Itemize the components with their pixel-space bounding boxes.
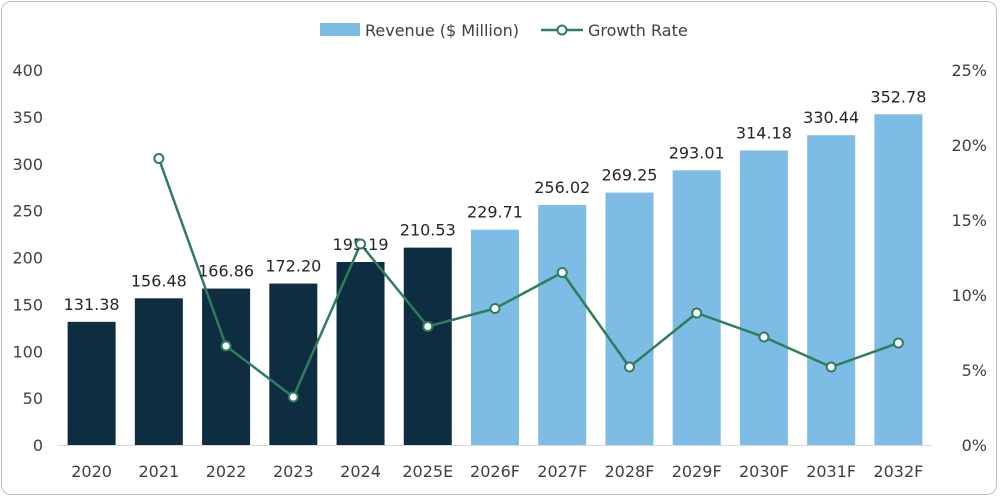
x-axis-tick-label: 2029F [672, 462, 722, 481]
revenue-data-label: 330.44 [803, 108, 859, 127]
right-axis-tick-label: 5% [962, 361, 987, 380]
revenue-data-label: 172.20 [265, 257, 321, 276]
revenue-bar [403, 247, 452, 445]
revenue-data-label: 256.02 [534, 178, 590, 197]
revenue-bar [67, 321, 116, 445]
revenue-bar [739, 150, 788, 446]
growth-rate-point [825, 361, 837, 373]
revenue-bar [134, 298, 183, 445]
growth-rate-point [489, 303, 501, 314]
revenue-data-label: 229.71 [467, 203, 523, 222]
revenue-data-label: 314.18 [736, 123, 792, 142]
left-axis-tick-label: 300 [12, 155, 43, 174]
revenue-bar [336, 262, 385, 445]
growth-rate-point [220, 340, 232, 352]
revenue-data-label: 293.01 [669, 143, 725, 162]
right-axis-tick-label: 25% [951, 61, 987, 80]
revenue-data-label: 269.25 [601, 166, 657, 185]
left-axis-tick-label: 400 [12, 61, 43, 80]
revenue-bar [605, 192, 654, 445]
x-axis-tick-label: 2028F [605, 462, 655, 481]
revenue-bar [538, 204, 587, 445]
x-axis-tick-label: 2021 [138, 462, 179, 481]
x-axis-tick-label: 2024 [340, 462, 381, 481]
growth-rate-point [623, 361, 635, 373]
left-axis-tick-label: 200 [12, 249, 43, 268]
revenue-bar [807, 135, 856, 445]
growth-rate-point [355, 238, 367, 250]
revenue-data-label: 131.38 [64, 295, 120, 314]
left-axis-tick-label: 150 [12, 295, 43, 314]
legend-growth-label: Growth Rate [588, 21, 688, 40]
growth-rate-point [758, 331, 770, 343]
left-axis-tick-label: 350 [12, 108, 43, 127]
left-axis-tick-label: 250 [12, 202, 43, 221]
left-axis-tick-label: 100 [12, 342, 43, 361]
legend-revenue-swatch [320, 23, 360, 36]
revenue-bar [202, 288, 251, 445]
left-axis-tick-label: 0 [33, 436, 43, 455]
x-axis-tick-label: 2031F [806, 462, 856, 481]
growth-rate-point [287, 391, 299, 403]
left-axis-tick-label: 50 [23, 389, 43, 408]
revenue-data-label: 352.78 [870, 87, 926, 106]
revenue-bar [874, 114, 923, 446]
x-axis-tick-label: 2027F [537, 462, 587, 481]
x-axis-tick-label: 2030F [739, 462, 789, 481]
legend-revenue-label: Revenue ($ Million) [365, 21, 519, 40]
revenue-data-label: 166.86 [198, 262, 254, 281]
growth-rate-point [556, 267, 568, 278]
x-axis-tick-label: 2022 [206, 462, 247, 481]
growth-rate-point [892, 337, 904, 349]
right-axis-tick-label: 20% [951, 136, 987, 155]
growth-rate-point [691, 307, 703, 319]
revenue-bar [269, 283, 318, 445]
revenue-bar [471, 229, 519, 445]
growth-rate-line [157, 158, 899, 399]
right-axis-tick-label: 10% [951, 286, 987, 305]
growth-rate-point [422, 321, 434, 332]
right-axis-tick-label: 0% [962, 436, 987, 455]
x-axis-tick-label: 2026F [470, 462, 520, 481]
growth-rate-point [153, 153, 165, 164]
revenue-data-label: 156.48 [131, 271, 187, 290]
x-axis-tick-label: 2023 [273, 462, 314, 481]
revenue-data-label: 210.53 [400, 221, 456, 240]
x-axis-tick-label: 2032F [873, 462, 923, 481]
x-axis-tick-label: 2025E [402, 462, 453, 481]
legend-growth-marker [556, 24, 568, 36]
x-axis-tick-label: 2020 [71, 462, 112, 481]
right-axis-tick-label: 15% [951, 211, 987, 230]
